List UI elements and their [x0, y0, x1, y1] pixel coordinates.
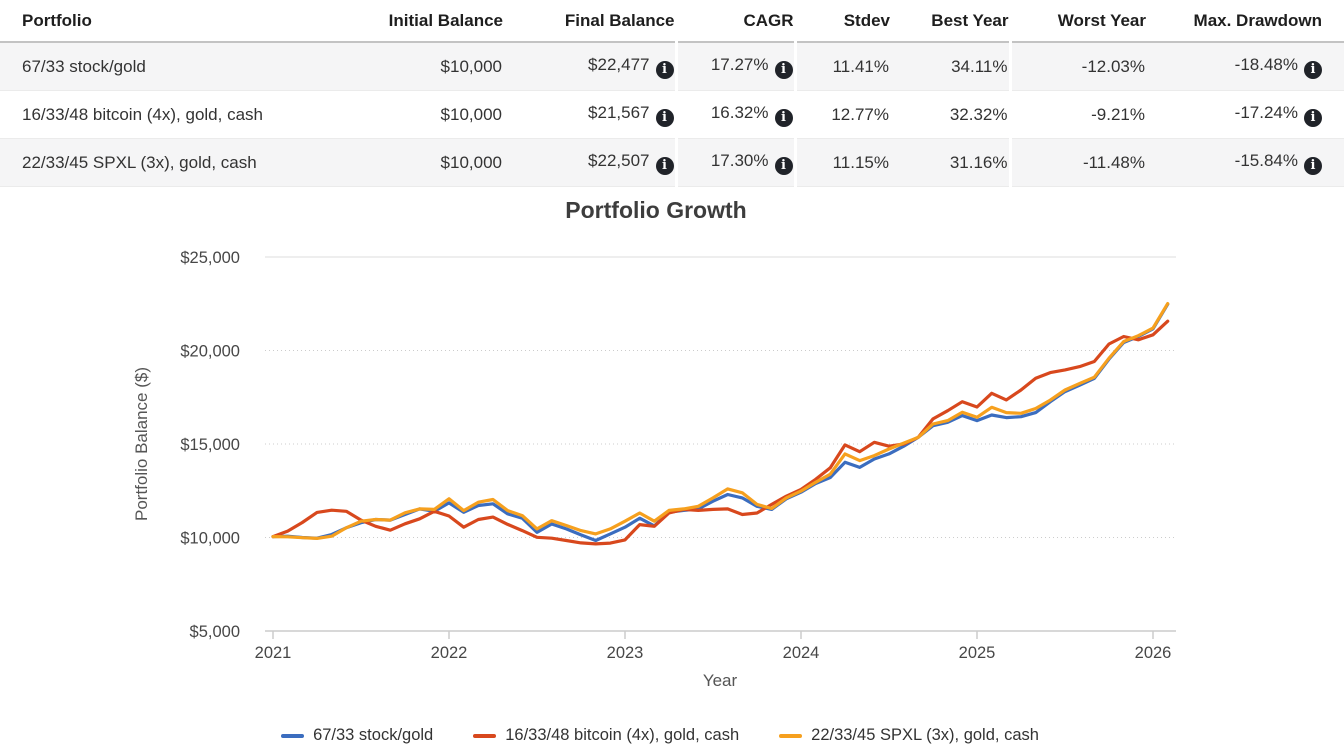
portfolio-name: 22/33/45 SPXL (3x), gold, cash	[22, 152, 257, 172]
info-icon[interactable]: i	[774, 156, 793, 175]
y-axis-tick-label: $25,000	[180, 249, 240, 267]
series-line-1	[271, 319, 1170, 546]
legend-swatch-icon	[281, 733, 305, 738]
info-icon[interactable]: i	[1304, 108, 1322, 127]
best-year-value: 32.32%	[949, 104, 1008, 124]
table-row: 16/33/48 bitcoin (4x), gold, cash $10,00…	[0, 90, 1344, 139]
stdev-value: 12.77%	[793, 90, 890, 139]
best-year-value: 31.16%	[949, 152, 1008, 172]
chart-legend: 67/33 stock/gold 16/33/48 bitcoin (4x), …	[0, 726, 1320, 745]
x-axis-title: Year	[703, 671, 738, 690]
legend-item-series-0[interactable]: 67/33 stock/gold	[281, 726, 433, 745]
final-balance-value: $22,507 i	[503, 139, 676, 187]
x-axis-tick-label: 2025	[959, 644, 996, 662]
info-icon[interactable]: i	[774, 108, 793, 127]
best-year-value: 34.11%	[951, 56, 1008, 76]
portfolio-growth-chart: $5,000 $10,000 $15,000 $20,000 $25,000 2021 20…	[132, 249, 1176, 690]
legend-label: 67/33 stock/gold	[313, 726, 434, 744]
cagr-value: 17.27% i	[674, 42, 795, 91]
info-icon[interactable]: i	[1304, 156, 1322, 175]
y-axis-tick-label: $10,000	[180, 530, 240, 548]
column-header-worst-year: Worst Year	[1008, 0, 1146, 43]
cagr-value: 16.32% i	[674, 90, 795, 139]
y-axis-tick-label: $5,000	[190, 623, 240, 641]
column-header-initial-balance: Initial Balance	[312, 0, 503, 43]
worst-year-value: -11.48%	[1008, 138, 1146, 187]
initial-balance-value: $10,000	[440, 56, 502, 76]
x-axis-tick-label: 2024	[783, 644, 820, 662]
cagr-value: 17.30% i	[674, 138, 795, 187]
column-header-portfolio: Portfolio	[0, 0, 312, 43]
column-header-cagr: CAGR	[674, 0, 795, 43]
column-header-max-drawdown: Max. Drawdown	[1146, 0, 1344, 43]
series-line-2	[271, 301, 1170, 540]
column-header-final-balance: Final Balance	[503, 0, 676, 43]
x-axis-tick-label: 2023	[607, 644, 644, 662]
stdev-value: 11.41%	[793, 42, 890, 91]
portfolio-name: 16/33/48 bitcoin (4x), gold, cash	[22, 104, 263, 124]
max-drawdown-value: -18.48% i	[1146, 42, 1344, 91]
info-icon[interactable]: i	[655, 156, 674, 175]
series-line-0	[271, 302, 1170, 543]
y-axis-title: Portfolio Balance ($)	[132, 367, 151, 521]
final-balance-value: $22,477 i	[503, 42, 676, 91]
stdev-value: 11.15%	[793, 138, 890, 187]
worst-year-value: -9.21%	[1008, 90, 1146, 139]
x-axis-tick-label: 2026	[1135, 644, 1172, 662]
y-axis-tick-label: $15,000	[180, 436, 240, 454]
legend-swatch-icon	[473, 733, 497, 738]
column-header-stdev: Stdev	[793, 0, 890, 43]
legend-item-series-2[interactable]: 22/33/45 SPXL (3x), gold, cash	[779, 726, 1039, 745]
info-icon[interactable]: i	[1304, 60, 1322, 79]
table-row: 22/33/45 SPXL (3x), gold, cash $10,000 $…	[0, 138, 1344, 187]
y-axis-tick-label: $20,000	[180, 343, 240, 361]
legend-label: 22/33/45 SPXL (3x), gold, cash	[811, 726, 1039, 744]
max-drawdown-value: -15.84% i	[1146, 139, 1344, 187]
info-icon[interactable]: i	[655, 60, 674, 79]
table-row: 67/33 stock/gold $10,000 $22,477 i 17.27%…	[0, 42, 1344, 91]
column-header-best-year: Best Year	[890, 0, 1010, 43]
legend-swatch-icon	[779, 733, 803, 738]
chart-title: Portfolio Growth	[565, 197, 747, 223]
legend-label: 16/33/48 bitcoin (4x), gold, cash	[505, 726, 740, 744]
x-axis-tick-label: 2022	[431, 644, 468, 662]
legend-item-series-1[interactable]: 16/33/48 bitcoin (4x), gold, cash	[473, 726, 739, 745]
table-header-row: Portfolio Initial Balance Final Balance …	[0, 0, 1344, 43]
final-balance-value: $21,567 i	[503, 91, 676, 139]
info-icon[interactable]: i	[774, 60, 793, 79]
worst-year-value: -12.03%	[1008, 42, 1146, 91]
initial-balance-value: $10,000	[440, 104, 502, 124]
initial-balance-value: $10,000	[440, 152, 502, 172]
portfolio-name: 67/33 stock/gold	[22, 56, 146, 76]
info-icon[interactable]: i	[655, 108, 674, 127]
x-axis-tick-label: 2021	[255, 644, 292, 662]
portfolio-summary-table: Portfolio Initial Balance Final Balance …	[0, 0, 1344, 187]
max-drawdown-value: -17.24% i	[1146, 91, 1344, 139]
